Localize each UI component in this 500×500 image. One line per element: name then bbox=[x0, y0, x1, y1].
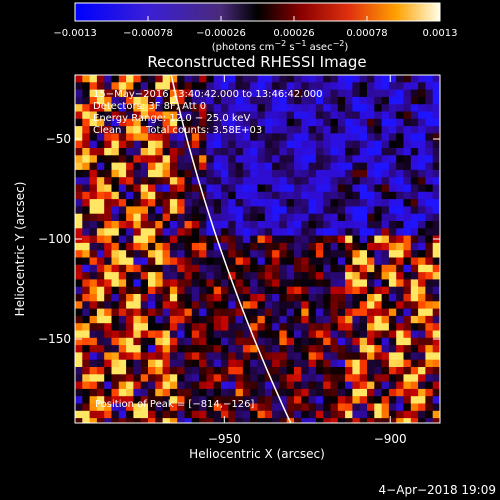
plot-frame bbox=[74, 74, 441, 424]
y-tick-label: −50 bbox=[46, 132, 71, 146]
colorbar: −0.0013 −0.00078 −0.00026 0.00026 0.00078 0.0… bbox=[53, 2, 458, 53]
time-range-label: 15−May−2016 13:40:42.000 to 13:46:42.000 bbox=[93, 89, 323, 100]
y-tick-label: −100 bbox=[38, 232, 71, 246]
y-axis-title: Heliocentric Y (arcsec) bbox=[13, 182, 27, 317]
colorbar-tick-label: −0.00026 bbox=[196, 28, 246, 39]
colorbar-tick-label: −0.00078 bbox=[123, 28, 173, 39]
colorbar-unit-label: (photons cm−2 s−1 asec−2) bbox=[212, 39, 349, 53]
colorbar-tick-label: 0.00026 bbox=[273, 28, 314, 39]
x-axis-title: Heliocentric X (arcsec) bbox=[189, 447, 325, 461]
detectors-label: Detectors: 3F 8F, Att 0 bbox=[93, 101, 206, 112]
x-tick-label: −950 bbox=[208, 432, 241, 446]
plot-area bbox=[75, 75, 440, 423]
footer-timestamp: 4−Apr−2018 19:09 bbox=[379, 483, 496, 497]
colorbar-tick-label: −0.0013 bbox=[53, 28, 96, 39]
colorbar-tick-label: 0.0013 bbox=[423, 28, 458, 39]
solar-limb-line bbox=[170, 75, 292, 423]
colorbar-tick-label: 0.00078 bbox=[346, 28, 387, 39]
peak-position-label: Position of Peak = [−814,−126] bbox=[95, 399, 254, 410]
method-label: Clean bbox=[93, 125, 121, 136]
total-counts-label: Total counts: 3.58E+03 bbox=[145, 125, 262, 136]
y-tick-label: −150 bbox=[38, 332, 71, 346]
energy-range-label: Energy Range: 12.0 − 25.0 keV bbox=[93, 113, 250, 124]
chart-title: Reconstructed RHESSI Image bbox=[147, 53, 366, 71]
x-tick-label: −900 bbox=[374, 432, 407, 446]
